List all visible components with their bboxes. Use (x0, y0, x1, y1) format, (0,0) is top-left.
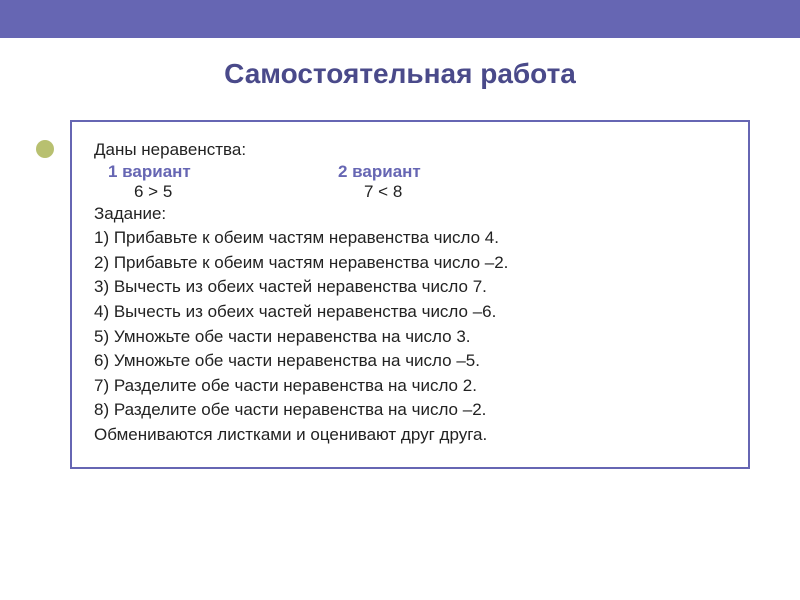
variants-row: 1 вариант 6 > 5 2 вариант 7 < 8 (94, 162, 726, 202)
variant-col-2: 2 вариант 7 < 8 (324, 162, 554, 202)
task-item: 2) Прибавьте к обеим частям неравенства … (94, 251, 726, 276)
variant-1-expr: 6 > 5 (134, 182, 324, 202)
task-item: 8) Разделите обе части неравенства на чи… (94, 398, 726, 423)
task-item: 1) Прибавьте к обеим частям неравенства … (94, 226, 726, 251)
task-item: 6) Умножьте обе части неравенства на чис… (94, 349, 726, 374)
page-title: Самостоятельная работа (0, 58, 800, 90)
task-item: 5) Умножьте обе части неравенства на чис… (94, 325, 726, 350)
task-item: 4) Вычесть из обеих частей неравенства ч… (94, 300, 726, 325)
variant-1-label: 1 вариант (108, 162, 324, 182)
task-item: 3) Вычесть из обеих частей неравенства ч… (94, 275, 726, 300)
content-box: Даны неравенства: 1 вариант 6 > 5 2 вари… (70, 120, 750, 469)
intro-text: Даны неравенства: (94, 140, 726, 160)
variant-2-expr: 7 < 8 (364, 182, 554, 202)
task-item: 7) Разделите обе части неравенства на чи… (94, 374, 726, 399)
variant-col-1: 1 вариант 6 > 5 (94, 162, 324, 202)
task-label: Задание: (94, 204, 726, 224)
header-bar (0, 0, 800, 38)
bullet-icon (36, 140, 54, 158)
variant-2-label: 2 вариант (338, 162, 554, 182)
footer-text: Обмениваются листками и оценивают друг д… (94, 425, 726, 445)
